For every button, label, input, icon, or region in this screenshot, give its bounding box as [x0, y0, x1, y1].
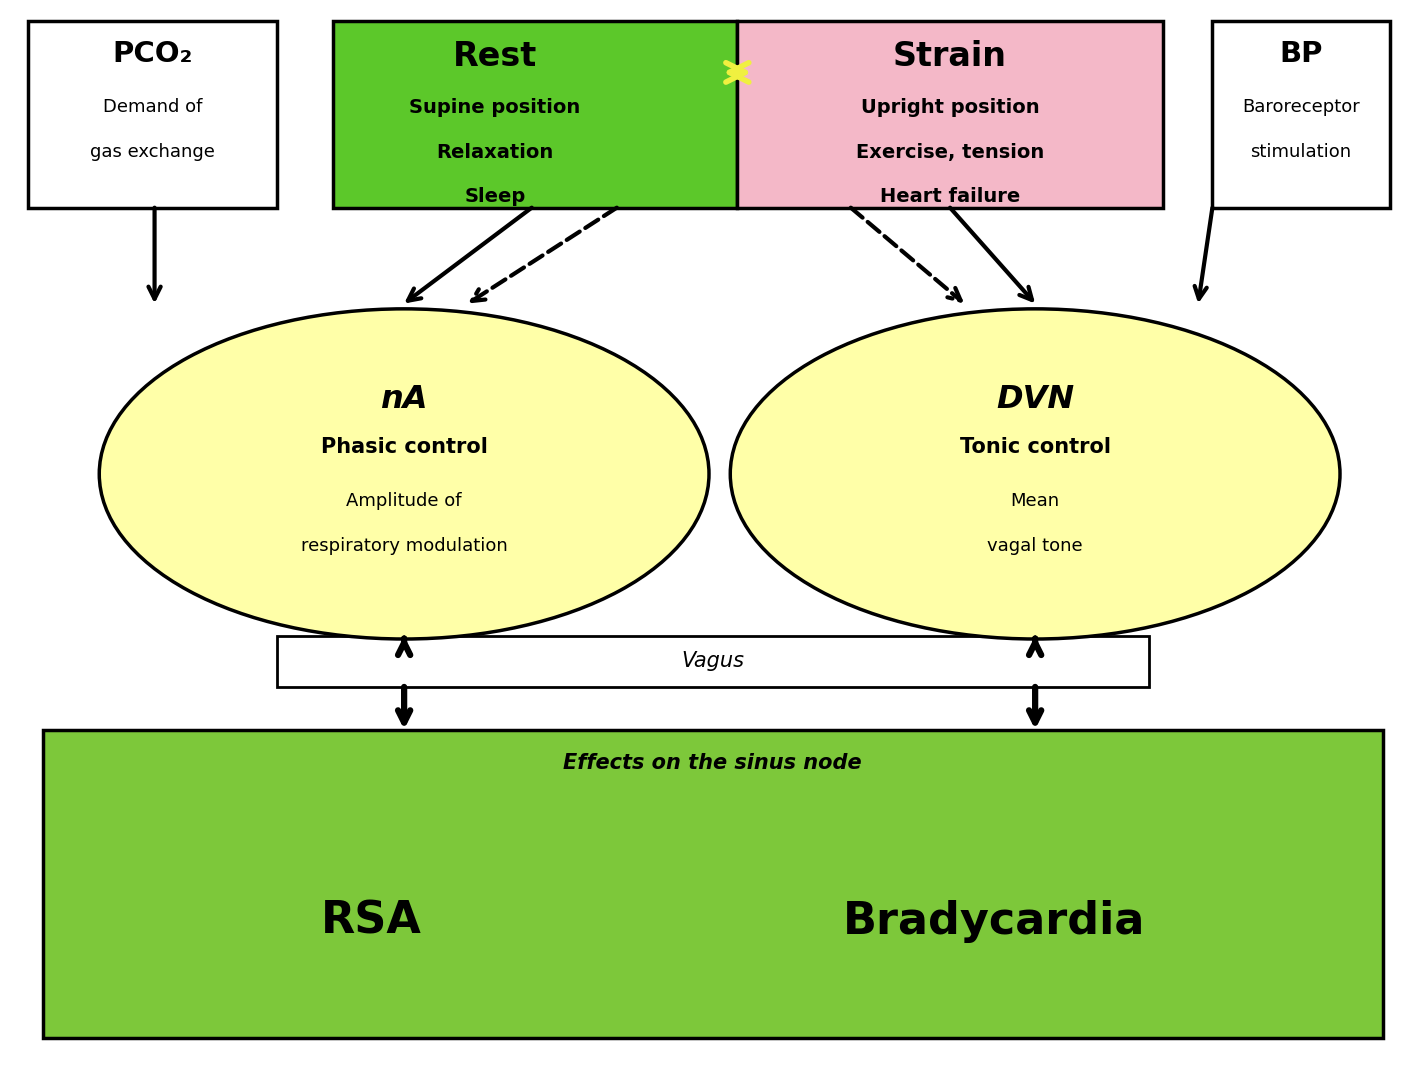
Text: Demand of: Demand of [102, 98, 203, 116]
Text: Amplitude of: Amplitude of [346, 492, 462, 509]
Text: Effects on the sinus node: Effects on the sinus node [563, 753, 862, 773]
FancyBboxPatch shape [28, 21, 277, 208]
Text: Strain: Strain [893, 40, 1007, 73]
Text: stimulation: stimulation [1251, 143, 1351, 161]
FancyBboxPatch shape [43, 730, 1383, 1038]
Text: Heart failure: Heart failure [881, 187, 1020, 207]
Text: PCO₂: PCO₂ [112, 40, 193, 68]
Text: DVN: DVN [995, 383, 1075, 415]
Text: Upright position: Upright position [861, 98, 1039, 117]
Text: Exercise, tension: Exercise, tension [856, 143, 1044, 162]
Text: vagal tone: vagal tone [987, 538, 1083, 555]
FancyBboxPatch shape [277, 636, 1149, 687]
Text: gas exchange: gas exchange [89, 143, 216, 161]
Text: Sleep: Sleep [464, 187, 526, 207]
Text: Relaxation: Relaxation [437, 143, 553, 162]
Text: Baroreceptor: Baroreceptor [1242, 98, 1360, 116]
Text: RSA: RSA [320, 900, 421, 943]
Text: Vagus: Vagus [681, 652, 744, 671]
Text: Rest: Rest [452, 40, 537, 73]
Text: Supine position: Supine position [410, 98, 580, 117]
FancyBboxPatch shape [737, 21, 1163, 208]
Text: Phasic control: Phasic control [320, 438, 488, 457]
Text: Bradycardia: Bradycardia [842, 900, 1146, 943]
Text: Tonic control: Tonic control [960, 438, 1110, 457]
Ellipse shape [730, 309, 1340, 639]
FancyBboxPatch shape [1212, 21, 1390, 208]
Text: Mean: Mean [1011, 492, 1059, 509]
Text: BP: BP [1279, 40, 1323, 68]
Text: respiratory modulation: respiratory modulation [301, 538, 508, 555]
Text: nA: nA [380, 383, 428, 415]
Ellipse shape [99, 309, 709, 639]
FancyBboxPatch shape [333, 21, 737, 208]
